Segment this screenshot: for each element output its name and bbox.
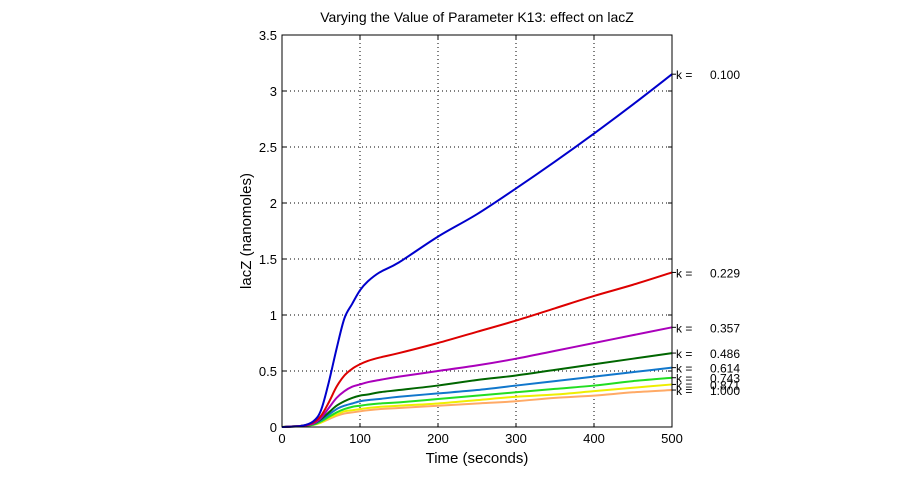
y-tick-label: 2 bbox=[270, 196, 277, 211]
x-tick-label: 200 bbox=[427, 431, 449, 446]
y-tick-label: 3.5 bbox=[259, 28, 277, 43]
y-tick-label: 0 bbox=[270, 420, 277, 435]
annotation-k-value: 1.000 bbox=[710, 384, 740, 398]
series-line bbox=[281, 326, 673, 428]
annotation-k-label: k = bbox=[676, 266, 692, 280]
annotation-k-label: k = bbox=[676, 384, 692, 398]
annotation-k-value: 0.100 bbox=[710, 68, 740, 82]
y-tick-label: 3 bbox=[270, 84, 277, 99]
series-line bbox=[281, 271, 673, 428]
annotation-k-value: 0.614 bbox=[710, 362, 740, 376]
annotation-k-label: k = bbox=[676, 362, 692, 376]
grid bbox=[282, 35, 672, 427]
annotation-k-label: k = bbox=[676, 378, 692, 392]
series-line bbox=[281, 73, 673, 428]
plot-frame bbox=[281, 34, 673, 428]
annotation-k-value: 0.743 bbox=[710, 372, 740, 386]
y-tick-label: 1.5 bbox=[259, 252, 277, 267]
x-tick-label: 0 bbox=[278, 431, 285, 446]
series-line bbox=[281, 366, 673, 428]
x-axis-label: Time (seconds) bbox=[426, 450, 529, 467]
y-tick-label: 1 bbox=[270, 308, 277, 323]
y-tick-label: 2.5 bbox=[259, 140, 277, 155]
y-tick-label: 0.5 bbox=[259, 364, 277, 379]
annotation-k-label: k = bbox=[676, 321, 692, 335]
annotation-k-value: 0.229 bbox=[710, 266, 740, 280]
y-axis-label: lacZ (nanomoles) bbox=[238, 173, 255, 289]
annotation-k-label: k = bbox=[676, 347, 692, 361]
annotation-k-value: 0.486 bbox=[710, 347, 740, 361]
chart-title: Varying the Value of Parameter K13: effe… bbox=[320, 9, 634, 25]
annotation-k-label: k = bbox=[676, 68, 692, 82]
x-tick-label: 300 bbox=[505, 431, 527, 446]
x-tick-label: 500 bbox=[661, 431, 683, 446]
series-annotations: k = 0.100 k = 0.229 k = 0.357 k = 0.486 k = 0.614… bbox=[672, 68, 740, 398]
series-group bbox=[281, 73, 673, 428]
x-tick-label: 100 bbox=[349, 431, 371, 446]
annotation-k-label: k = bbox=[676, 372, 692, 386]
x-tick-label: 400 bbox=[583, 431, 605, 446]
annotation-k-value: 0.357 bbox=[710, 321, 740, 335]
annotation-k-value: 0.871 bbox=[710, 378, 740, 392]
ticks: 0 100 200 300 400 500 0 0.5 1 1.5 2 2.5 3 3.5 bbox=[259, 28, 683, 446]
